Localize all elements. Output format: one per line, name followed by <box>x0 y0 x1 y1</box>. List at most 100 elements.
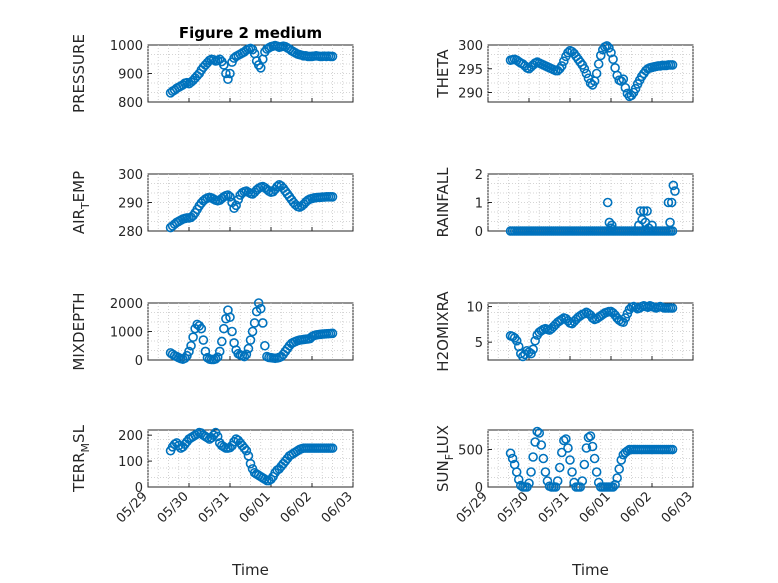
data-point <box>581 443 592 453</box>
data-point <box>593 59 604 69</box>
data-point <box>536 440 547 450</box>
subplot-terr-msl: 0 100 200 05/29 05/30 05/31 06/01 06/02 06/03 Tim… <box>70 424 356 579</box>
y-tick-label: 280 <box>118 225 143 240</box>
data-point <box>579 63 590 74</box>
y-tick-label: 100 <box>118 455 143 470</box>
data-point <box>552 476 563 486</box>
data-point <box>561 434 571 444</box>
data-point <box>589 453 600 464</box>
data-point <box>188 332 198 343</box>
data-point <box>607 220 617 231</box>
y-axis-label: AIRTEMP <box>70 171 92 234</box>
y-tick-label: 0 <box>135 354 143 369</box>
data-point <box>608 54 618 65</box>
data-point <box>208 430 219 440</box>
data-point <box>606 47 616 58</box>
y-tick-label: 290 <box>118 197 143 212</box>
x-tick-label: 05/30 <box>495 489 532 526</box>
data-point <box>196 323 207 334</box>
data-point <box>210 354 221 364</box>
data-point <box>272 181 282 192</box>
data-point <box>563 47 573 58</box>
y-tick-label: 0 <box>475 481 483 496</box>
data-point <box>579 308 590 319</box>
data-point <box>577 476 588 486</box>
data-point <box>591 467 602 477</box>
data-point <box>604 217 615 228</box>
y-axis-label: TERRMSL <box>70 424 92 493</box>
data-point <box>612 473 622 483</box>
subplot-rainfall: 0 1 2 RAINFALL <box>434 167 694 240</box>
data-point <box>247 326 258 337</box>
y-axis-label: H2OMIXRA <box>434 291 452 372</box>
y-tick-label: 1000 <box>110 39 143 54</box>
data-point <box>526 467 536 477</box>
data-point <box>241 349 252 360</box>
data-point <box>581 68 592 79</box>
y-tick-label: 200 <box>118 429 143 444</box>
data-point <box>186 340 196 351</box>
data-point <box>559 435 569 446</box>
data-point <box>221 313 231 324</box>
data-point <box>667 60 678 70</box>
data-point <box>253 298 264 308</box>
subplot-pressure: 800 900 1000 PRESSURE Figure 2 medium <box>70 24 354 113</box>
data-point <box>670 186 680 196</box>
x-tick-label: 06/01 <box>237 489 274 526</box>
data-point <box>540 467 551 477</box>
data-point <box>616 455 627 465</box>
data-point <box>616 76 627 86</box>
data-point <box>245 335 256 345</box>
x-tick-label: 06/01 <box>577 489 614 526</box>
data-point <box>231 200 241 211</box>
data-point <box>602 41 612 51</box>
data-point <box>184 346 194 357</box>
data-point <box>647 220 657 231</box>
y-tick-label: 300 <box>458 39 483 54</box>
data-point <box>327 443 338 453</box>
data-point <box>200 346 211 357</box>
data-point <box>219 323 229 334</box>
data-point <box>666 197 677 208</box>
y-tick-label: 5 <box>475 336 483 351</box>
y-tick-label: 2000 <box>110 297 143 312</box>
data-point <box>614 464 625 474</box>
data-point <box>620 82 631 93</box>
chart-title: Figure 2 medium <box>179 24 322 42</box>
y-axis-label: RAINFALL <box>434 167 452 238</box>
data-point <box>225 192 235 202</box>
x-axis-label: Time <box>231 561 269 579</box>
data-point <box>233 194 243 205</box>
data-point <box>550 482 561 492</box>
data-point <box>243 343 254 354</box>
data-point <box>528 452 538 462</box>
data-point <box>585 431 596 441</box>
data-point <box>530 335 540 346</box>
y-tick-label: 900 <box>118 68 143 83</box>
data-point <box>608 482 618 492</box>
data-point <box>217 336 227 347</box>
data-point <box>567 467 577 477</box>
data-point <box>538 453 549 464</box>
y-tick-label: 800 <box>118 96 143 111</box>
data-point <box>245 458 256 469</box>
data-point <box>638 206 649 216</box>
data-point <box>667 444 678 455</box>
subplot-h2omixra: 5 10 H2OMIXRA <box>434 291 694 372</box>
data-point <box>229 436 239 447</box>
data-point <box>618 74 629 84</box>
data-point <box>225 68 235 79</box>
data-point <box>587 441 598 452</box>
data-point <box>221 68 231 79</box>
subplot-mixdepth: 0 1000 2000 MIXDEPTH <box>70 292 354 371</box>
data-point <box>563 443 573 453</box>
data-point <box>575 482 586 492</box>
x-tick-label: 05/30 <box>155 489 192 526</box>
data-point <box>602 197 613 208</box>
data-point <box>511 335 522 346</box>
x-tick-label: 06/03 <box>659 489 696 526</box>
data-point <box>528 344 538 355</box>
data-point <box>219 60 229 70</box>
x-tick-label: 05/29 <box>114 489 151 526</box>
